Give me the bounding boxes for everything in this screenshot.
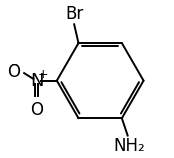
Text: Br: Br <box>65 5 83 23</box>
Text: ⁻: ⁻ <box>10 61 17 75</box>
Text: +: + <box>37 68 48 81</box>
Text: O: O <box>30 101 43 119</box>
Text: NH₂: NH₂ <box>113 137 145 155</box>
Text: O: O <box>7 63 20 81</box>
Text: N: N <box>30 72 43 90</box>
